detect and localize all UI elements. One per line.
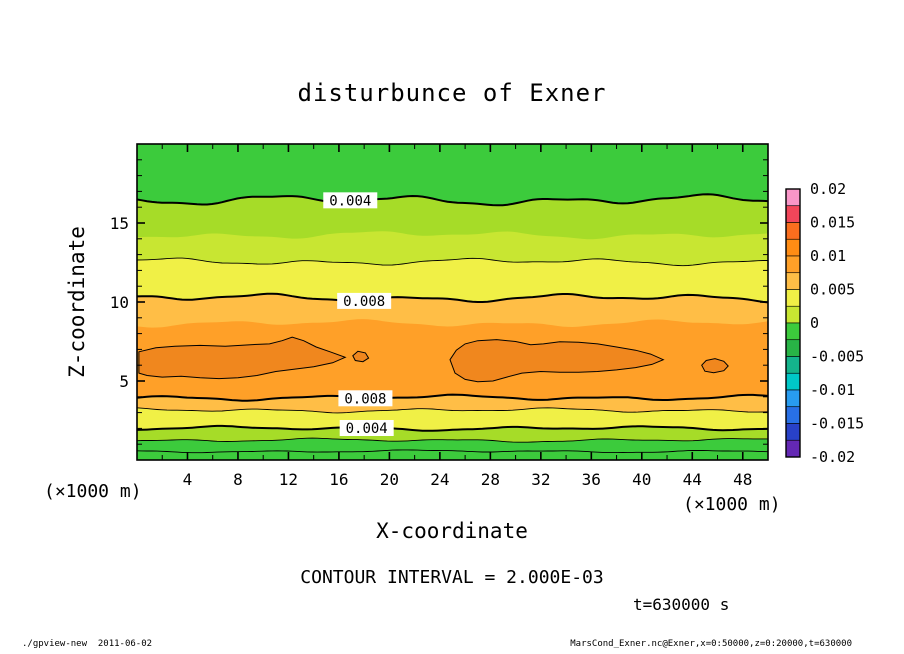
footer-command: ./gpview-new 2011-06-02 bbox=[22, 639, 153, 649]
high-value-blob bbox=[701, 358, 729, 374]
contour-line bbox=[137, 292, 768, 304]
contour-line bbox=[137, 437, 768, 443]
colorbar-segment bbox=[785, 305, 801, 324]
contour-label: 0.008 bbox=[343, 294, 385, 310]
fill-band bbox=[137, 438, 768, 460]
colorbar-segment bbox=[785, 222, 801, 240]
x-tick-label: 32 bbox=[531, 470, 550, 489]
colorbar-label: -0.01 bbox=[810, 381, 855, 399]
colorbar-segment bbox=[785, 356, 801, 374]
x-tick-label: 40 bbox=[632, 470, 651, 489]
contour-label-bg bbox=[323, 192, 378, 209]
colorbar-label: 0 bbox=[810, 314, 819, 332]
colorbar-label: 0.02 bbox=[810, 180, 846, 198]
colorbar-segment bbox=[785, 406, 801, 424]
high-value-blob bbox=[352, 350, 370, 363]
contour-line bbox=[137, 449, 768, 454]
contour-label: 0.004 bbox=[329, 193, 371, 209]
high-value-blob bbox=[449, 339, 665, 383]
colorbar-segment bbox=[785, 322, 801, 341]
contour-line bbox=[137, 393, 768, 402]
colorbar-label: 0.015 bbox=[810, 214, 855, 232]
y-tick-label: 10 bbox=[110, 293, 129, 312]
colorbar-segment bbox=[785, 255, 801, 274]
colorbar-frame bbox=[785, 188, 801, 458]
colorbar-segment bbox=[785, 289, 801, 307]
colorbar-segment bbox=[785, 238, 801, 257]
high-value-blob bbox=[138, 336, 347, 380]
contour-interval-caption: CONTOUR INTERVAL = 2.000E-03 bbox=[300, 567, 604, 588]
colorbar-segment bbox=[785, 439, 801, 458]
colorbar-segment bbox=[785, 423, 801, 441]
time-caption: t=630000 s bbox=[633, 595, 730, 614]
contour-line bbox=[137, 193, 768, 207]
colorbar-label: -0.015 bbox=[810, 415, 864, 433]
contour-line bbox=[137, 407, 768, 414]
x-tick-label: 44 bbox=[683, 470, 702, 489]
x-axis-unit: (×1000 m) bbox=[683, 494, 781, 515]
contour-line bbox=[137, 257, 768, 267]
x-tick-label: 12 bbox=[279, 470, 298, 489]
colorbar-segment bbox=[785, 205, 801, 223]
plot-area: 0.004 0.008 0.008 0.004 bbox=[137, 144, 768, 460]
chart-title: disturbunce of Exner bbox=[297, 79, 607, 107]
x-tick-label: 20 bbox=[380, 470, 399, 489]
footer-source: MarsCond_Exner.nc@Exner,x=0:50000,z=0:20… bbox=[570, 639, 852, 649]
colorbar-segment bbox=[785, 272, 801, 290]
contour-label-bg bbox=[338, 390, 393, 407]
contour-label: 0.008 bbox=[344, 391, 386, 407]
colorbar-segment bbox=[785, 339, 801, 357]
contour-line bbox=[137, 424, 768, 432]
x-axis-label: X-coordinate bbox=[376, 519, 528, 543]
colorbar-label: 0.01 bbox=[810, 247, 846, 265]
colorbar-segment bbox=[785, 188, 801, 207]
x-tick-label: 8 bbox=[233, 470, 243, 489]
x-tick-label: 36 bbox=[582, 470, 601, 489]
x-tick-label: 28 bbox=[481, 470, 500, 489]
y-tick-label: 5 bbox=[119, 372, 129, 391]
y-tick-label: 15 bbox=[110, 214, 129, 233]
colorbar-segment bbox=[785, 372, 801, 391]
x-tick-label: 48 bbox=[733, 470, 752, 489]
contour-label-bg bbox=[339, 420, 394, 437]
y-axis-unit: (×1000 m) bbox=[44, 481, 142, 502]
x-tick-label: 16 bbox=[329, 470, 348, 489]
x-tick-label: 24 bbox=[430, 470, 449, 489]
x-tick-label: 4 bbox=[183, 470, 193, 489]
colorbar-label: -0.02 bbox=[810, 448, 855, 466]
contour-label: 0.004 bbox=[346, 421, 388, 437]
colorbar-label: -0.005 bbox=[810, 348, 864, 366]
colorbar-segment bbox=[785, 389, 801, 408]
contour-label-bg bbox=[337, 292, 392, 309]
colorbar-label: 0.005 bbox=[810, 281, 855, 299]
